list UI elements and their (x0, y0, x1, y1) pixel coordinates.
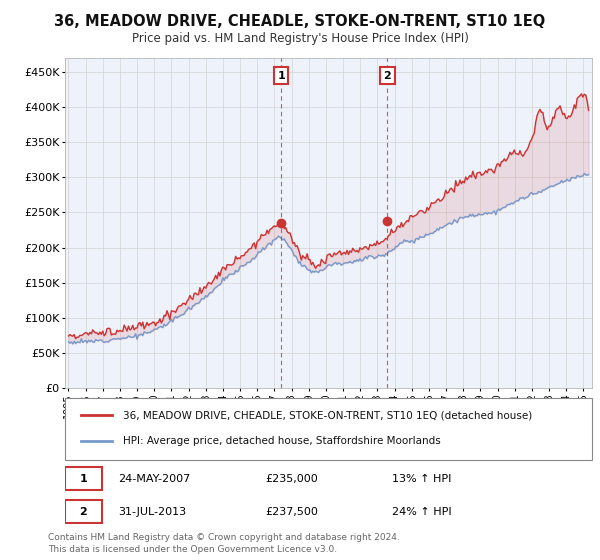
FancyBboxPatch shape (65, 467, 102, 491)
Text: 2: 2 (383, 71, 391, 81)
Text: 1: 1 (80, 474, 88, 484)
Text: 24% ↑ HPI: 24% ↑ HPI (392, 507, 451, 517)
Text: 13% ↑ HPI: 13% ↑ HPI (392, 474, 451, 484)
Text: This data is licensed under the Open Government Licence v3.0.: This data is licensed under the Open Gov… (48, 545, 337, 554)
FancyBboxPatch shape (65, 500, 102, 524)
Text: 36, MEADOW DRIVE, CHEADLE, STOKE-ON-TRENT, ST10 1EQ (detached house): 36, MEADOW DRIVE, CHEADLE, STOKE-ON-TREN… (123, 410, 532, 421)
Text: £235,000: £235,000 (265, 474, 318, 484)
Text: HPI: Average price, detached house, Staffordshire Moorlands: HPI: Average price, detached house, Staf… (123, 436, 441, 446)
Text: 31-JUL-2013: 31-JUL-2013 (118, 507, 186, 517)
Text: 24-MAY-2007: 24-MAY-2007 (118, 474, 190, 484)
Text: 1: 1 (277, 71, 285, 81)
Text: 36, MEADOW DRIVE, CHEADLE, STOKE-ON-TRENT, ST10 1EQ: 36, MEADOW DRIVE, CHEADLE, STOKE-ON-TREN… (55, 14, 545, 29)
FancyBboxPatch shape (65, 398, 592, 460)
Text: Contains HM Land Registry data © Crown copyright and database right 2024.: Contains HM Land Registry data © Crown c… (48, 533, 400, 542)
Text: Price paid vs. HM Land Registry's House Price Index (HPI): Price paid vs. HM Land Registry's House … (131, 32, 469, 45)
Text: 2: 2 (80, 507, 88, 517)
Text: £237,500: £237,500 (265, 507, 318, 517)
